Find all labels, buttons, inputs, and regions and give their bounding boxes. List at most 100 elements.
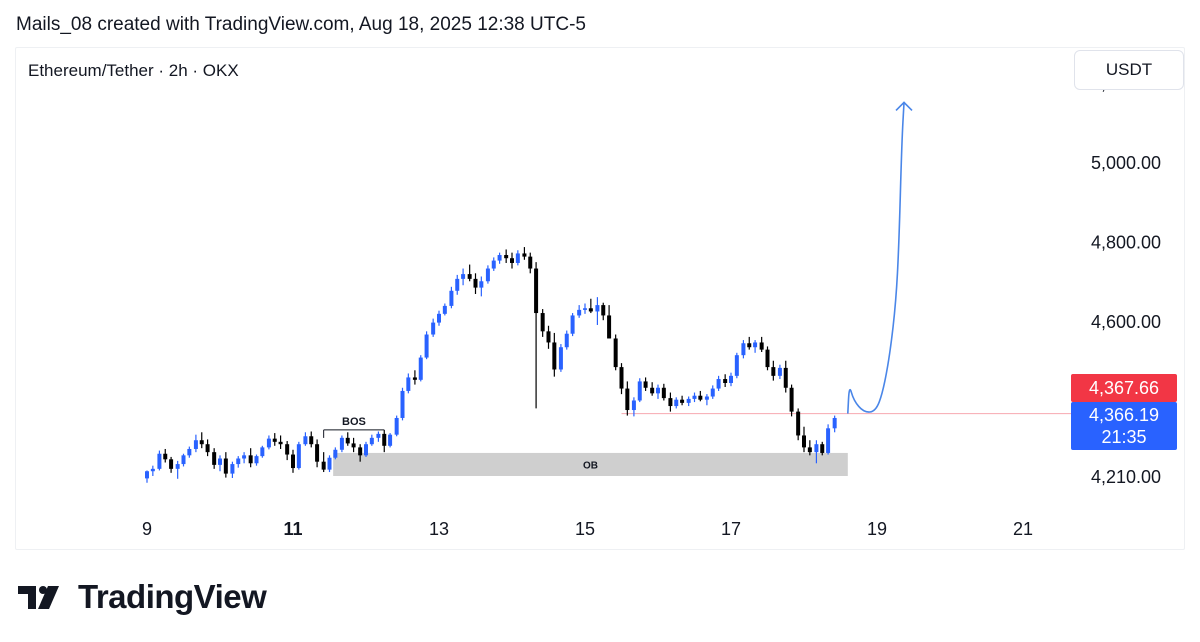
candle-body	[351, 443, 356, 448]
candle-body	[242, 455, 247, 459]
candle-body	[570, 315, 575, 334]
candle-body	[765, 349, 770, 368]
candle-body	[358, 447, 363, 456]
candle-body	[783, 367, 788, 388]
candle-body	[540, 313, 545, 332]
candle-body	[254, 456, 259, 464]
tradingview-wordmark: TradingView	[78, 578, 267, 615]
bar-countdown: 21:35	[1101, 427, 1147, 447]
candle-body	[643, 381, 648, 388]
candle-body	[291, 454, 295, 469]
candle-body	[187, 448, 192, 456]
candle-body	[485, 268, 490, 282]
candle-body	[272, 438, 277, 442]
candle-body	[223, 458, 228, 474]
candle-body	[771, 367, 776, 376]
candle-body	[333, 449, 338, 458]
candle-body	[230, 464, 235, 474]
candle-body	[820, 444, 825, 453]
candle-body	[388, 434, 393, 446]
candle-body	[625, 388, 630, 411]
x-tick-label: 11	[283, 519, 302, 539]
candle-body	[734, 355, 739, 376]
candle-body	[248, 455, 253, 464]
candle-body	[552, 342, 557, 370]
candle-body	[212, 452, 217, 465]
candle-body	[369, 437, 374, 445]
chart-frame	[15, 47, 1185, 550]
candle-body	[236, 458, 241, 465]
candle-body	[321, 461, 326, 470]
candle-body	[418, 357, 423, 380]
tradingview-logo-icon	[18, 586, 59, 609]
candle-body	[442, 305, 447, 314]
candle-body	[753, 342, 758, 348]
candle-body	[631, 400, 636, 411]
currency-button[interactable]: USDT	[1074, 50, 1184, 90]
candle-body	[759, 342, 764, 350]
candle-body	[607, 315, 612, 339]
projection-arrowhead	[895, 101, 913, 111]
candle-body	[145, 471, 149, 479]
candle-body	[169, 459, 174, 469]
last-price-tag: 4,367.66	[1071, 374, 1177, 402]
candle-body	[650, 387, 655, 394]
ob-label: OB	[583, 460, 598, 471]
candle-body	[303, 436, 308, 445]
candle-body	[175, 464, 180, 469]
candle-body	[588, 308, 593, 312]
candle-body	[309, 436, 314, 445]
candle-body	[826, 428, 831, 453]
x-tick-label: 13	[429, 519, 449, 539]
candle-body	[656, 387, 660, 394]
candle-body	[296, 444, 301, 469]
candle-body	[674, 399, 679, 407]
candle-body	[680, 399, 685, 403]
candle-body	[796, 411, 801, 436]
candle-body	[163, 453, 168, 460]
candle-body	[686, 398, 691, 403]
candle-body	[339, 437, 344, 450]
candle-body	[528, 256, 533, 269]
candle-body	[364, 444, 368, 456]
candle-body	[710, 388, 715, 397]
candle-body	[723, 379, 728, 383]
bid-price-tag: 4,366.19 21:35	[1071, 402, 1177, 450]
tradingview-footer[interactable]: TradingView	[18, 578, 267, 616]
candle-body	[637, 381, 642, 401]
candle-body	[437, 313, 441, 323]
x-tick-label: 21	[1013, 519, 1033, 539]
candle-body	[382, 433, 387, 446]
y-tick-label: 4,800.00	[1091, 233, 1161, 253]
candle-body	[449, 290, 454, 306]
symbol-title[interactable]: Ethereum/Tether · 2h · OKX	[28, 61, 239, 80]
candle-body	[510, 258, 514, 263]
candle-body	[345, 437, 350, 444]
candle-body	[431, 322, 436, 335]
candle-body	[583, 308, 587, 310]
projection-path	[847, 102, 905, 414]
y-tick-label: 4,210.00	[1091, 467, 1161, 487]
candle-body	[260, 447, 265, 457]
candle-body	[613, 338, 618, 368]
candle-body	[181, 455, 186, 465]
candle-body	[668, 398, 673, 407]
candle-body	[327, 457, 332, 470]
candle-body	[789, 387, 794, 412]
candle-body	[546, 331, 551, 343]
candle-body	[661, 387, 666, 399]
candle-body	[455, 278, 460, 291]
y-tick-label: 4,600.00	[1091, 312, 1161, 332]
candle-body	[461, 274, 466, 279]
candle-body	[497, 255, 502, 261]
candle-body	[157, 453, 162, 469]
y-tick-label: 5,000.00	[1091, 153, 1161, 173]
candle-body	[564, 333, 569, 348]
candle-body	[515, 253, 520, 263]
candle-body	[424, 334, 429, 358]
candle-body	[315, 444, 320, 462]
candle-body	[522, 253, 527, 257]
bos-label: BOS	[342, 416, 366, 428]
candle-body	[777, 367, 782, 376]
